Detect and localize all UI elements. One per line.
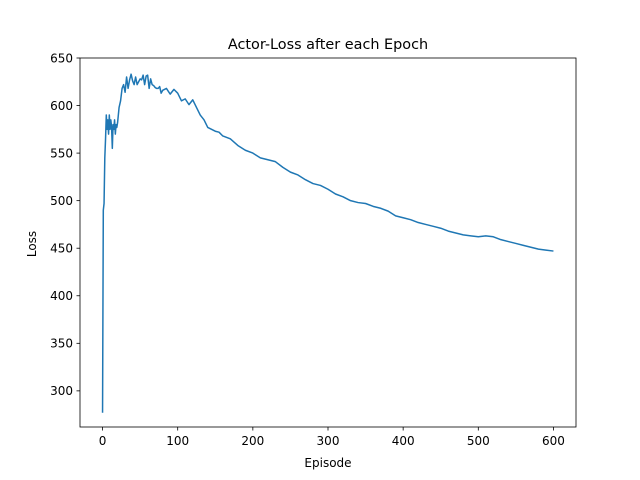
chart-title: Actor-Loss after each Epoch: [228, 37, 428, 53]
y-axis-label: Loss: [25, 231, 39, 257]
x-axis-label: Episode: [304, 456, 351, 470]
x-tick-label: 400: [392, 434, 415, 448]
y-axis: 300 350 400 450 500 550 600 650: [50, 51, 80, 398]
y-tick-label: 650: [50, 51, 73, 65]
x-axis: 0 100 200 300 400 500 600: [99, 427, 565, 448]
y-tick-label: 300: [50, 384, 73, 398]
x-tick-label: 600: [542, 434, 565, 448]
series-line-0: [101, 73, 554, 413]
plot-area: [101, 73, 554, 413]
x-tick-label: 0: [99, 434, 107, 448]
y-tick-label: 450: [50, 242, 73, 256]
y-tick-label: 600: [50, 99, 73, 113]
y-tick-label: 350: [50, 337, 73, 351]
y-tick-label: 550: [50, 146, 73, 160]
y-tick-label: 500: [50, 194, 73, 208]
plot-frame: [79, 57, 577, 428]
x-tick-label: 500: [467, 434, 490, 448]
x-tick-label: 200: [241, 434, 264, 448]
x-tick-label: 300: [317, 434, 340, 448]
x-tick-label: 100: [166, 434, 189, 448]
y-tick-label: 400: [50, 289, 73, 303]
